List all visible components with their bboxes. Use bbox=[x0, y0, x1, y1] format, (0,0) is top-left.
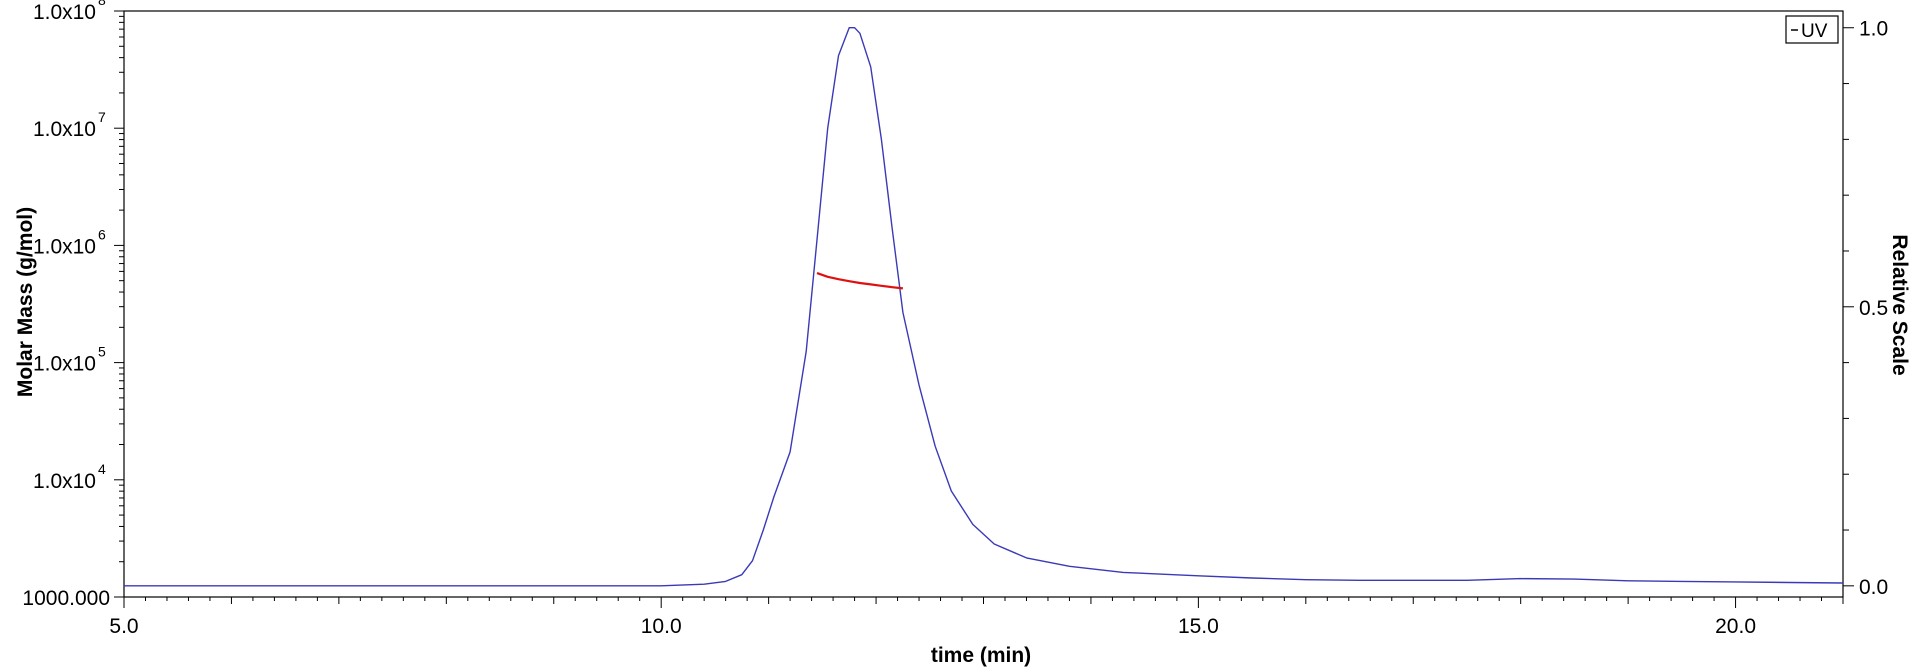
y-left-tick-label: 1.0x10 bbox=[33, 1, 96, 24]
y-left-tick-label: 1.0x10 bbox=[33, 353, 96, 376]
x-tick-label: 15.0 bbox=[1178, 615, 1219, 638]
x-axis: 5.0 10.0 15.0 20.0 bbox=[109, 597, 1844, 638]
y-right-tick-label: 0.0 bbox=[1859, 576, 1888, 599]
y-left-tick-exponent: 7 bbox=[98, 109, 106, 125]
y-left-axis: 1000.0001.0x1041.0x1051.0x1061.0x1071.0x… bbox=[22, 0, 124, 610]
molar-mass-series-line bbox=[816, 272, 904, 290]
y-left-tick-label: 1.0x10 bbox=[33, 118, 96, 141]
y-left-axis-title: Molar Mass (g/mol) bbox=[14, 207, 37, 397]
y-left-tick-label: 1.0x10 bbox=[33, 470, 96, 493]
y-left-tick-exponent: 4 bbox=[98, 461, 106, 477]
x-axis-title: time (min) bbox=[931, 644, 1031, 667]
y-right-axis: 0.0 0.5 1.0 bbox=[1843, 18, 1888, 599]
y-right-axis-title: Relative Scale bbox=[1888, 234, 1911, 375]
x-tick-label: 10.0 bbox=[641, 615, 682, 638]
legend-entry-uv: UV bbox=[1801, 21, 1828, 42]
series-layer bbox=[124, 27, 1844, 587]
y-right-tick-label: 0.5 bbox=[1859, 297, 1888, 320]
legend: UV bbox=[1785, 15, 1839, 44]
x-tick-label: 5.0 bbox=[109, 615, 138, 638]
y-left-tick-label: 1000.000 bbox=[22, 587, 110, 610]
uv-series-line bbox=[124, 27, 1844, 587]
y-left-tick-exponent: 6 bbox=[98, 226, 106, 242]
y-left-tick-label: 1.0x10 bbox=[33, 235, 96, 258]
x-tick-label: 20.0 bbox=[1715, 615, 1756, 638]
y-right-tick-label: 1.0 bbox=[1859, 18, 1888, 41]
y-left-tick-exponent: 5 bbox=[98, 344, 106, 360]
y-left-tick-exponent: 8 bbox=[98, 0, 106, 8]
